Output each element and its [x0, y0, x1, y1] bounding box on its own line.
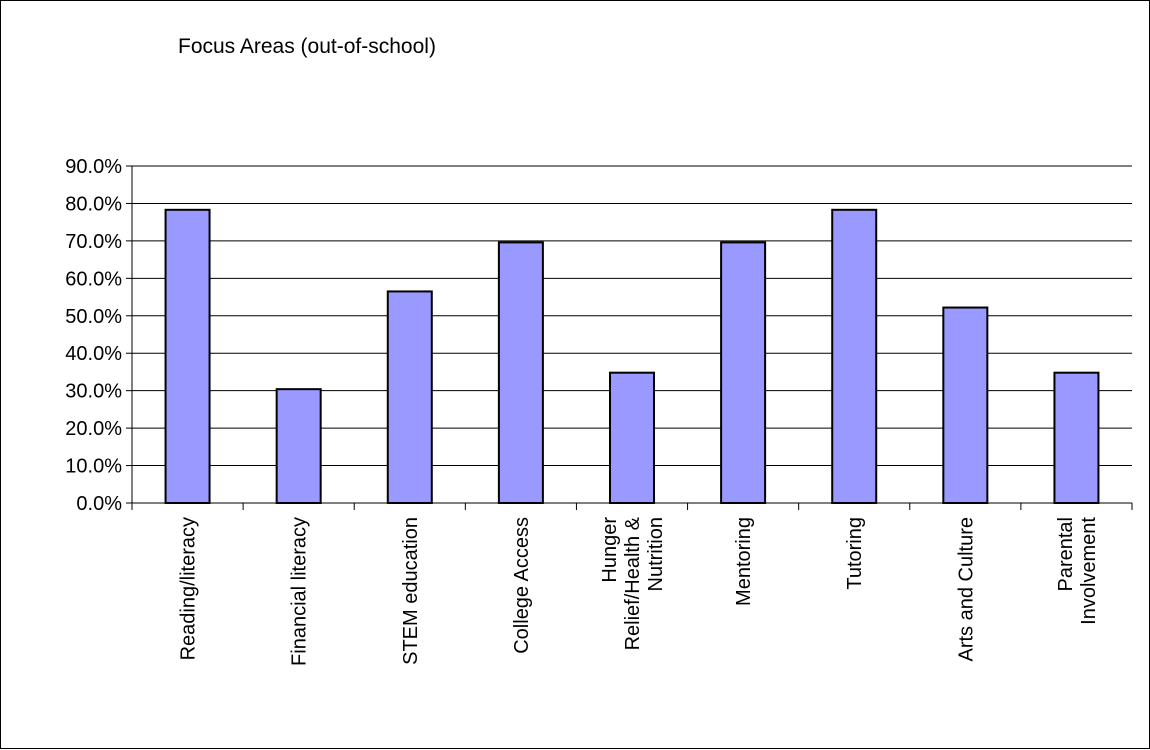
category-label: Involvement	[1078, 517, 1100, 625]
bar	[831, 208, 878, 504]
chart-title: Focus Areas (out-of-school)	[178, 35, 436, 58]
category-label: Parental	[1055, 517, 1077, 592]
category-label: Financial literacy	[289, 517, 311, 666]
y-tick-label: 80.0%	[65, 193, 122, 215]
bar	[497, 241, 544, 505]
y-tick-label: 70.0%	[65, 231, 122, 253]
bar	[164, 208, 211, 504]
y-tick-label: 0.0%	[76, 493, 122, 515]
bar	[275, 388, 322, 504]
y-tick-label: 90.0%	[65, 156, 122, 178]
category-label: STEM education	[400, 517, 422, 665]
bar	[386, 290, 433, 505]
category-label: Hunger	[599, 517, 621, 583]
category-label: Arts and Culture	[955, 517, 977, 662]
y-tick-label: 30.0%	[65, 381, 122, 403]
bar	[609, 371, 655, 504]
category-label: Relief/Health &	[622, 516, 644, 650]
bar	[942, 306, 989, 505]
y-tick-label: 50.0%	[65, 306, 122, 328]
category-label: Nutrition	[645, 517, 667, 591]
y-tick-label: 40.0%	[65, 343, 122, 365]
bar	[720, 241, 767, 505]
category-label: Tutoring	[844, 517, 866, 590]
y-tick-label: 20.0%	[65, 418, 122, 440]
category-label: College Access	[511, 517, 533, 654]
y-tick-label: 10.0%	[65, 456, 122, 478]
category-label: Mentoring	[733, 517, 755, 606]
y-tick-label: 60.0%	[65, 268, 122, 290]
category-label: Reading/literacy	[178, 517, 200, 660]
bar	[1053, 371, 1100, 504]
